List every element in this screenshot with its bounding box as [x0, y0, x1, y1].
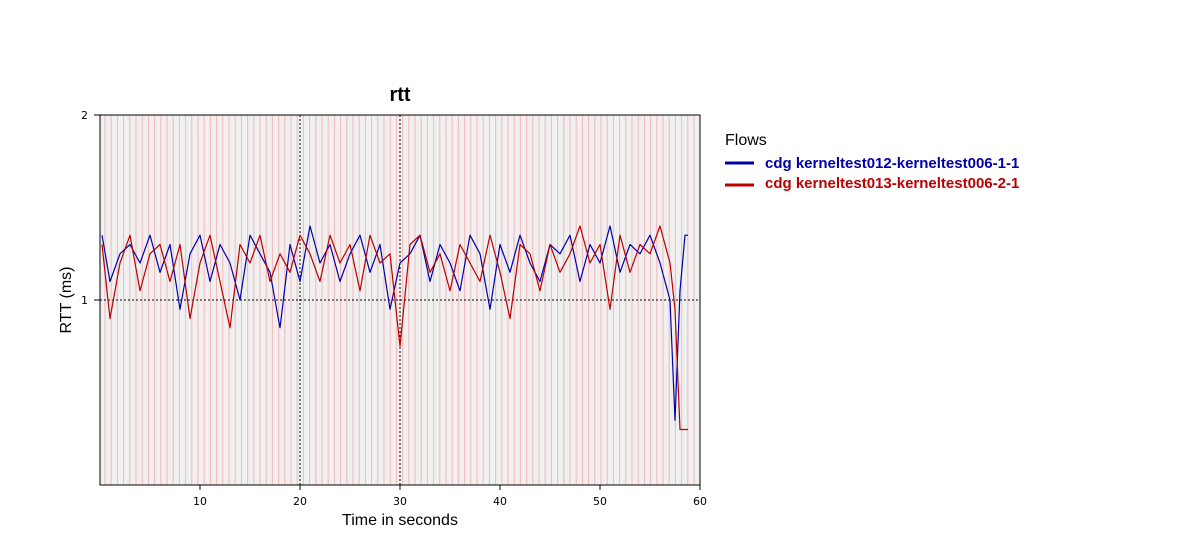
event-stripes — [104, 115, 695, 485]
y-tick-label: 1 — [81, 294, 88, 307]
series-lines — [101, 225, 688, 431]
x-tick-label: 30 — [393, 495, 407, 508]
series-line-flow-1 — [101, 225, 688, 421]
x-tick-label: 40 — [493, 495, 507, 508]
axes: 10 20 30 40 50 60 1 2 — [81, 109, 707, 508]
series-line-flow-2 — [101, 225, 688, 431]
grid-lines — [100, 115, 700, 485]
legend-title: Flows — [725, 132, 767, 149]
x-tick-label: 50 — [593, 495, 607, 508]
x-tick-label: 60 — [693, 495, 707, 508]
y-tick-label: 2 — [81, 109, 88, 122]
y-axis-label: RTT (ms) — [58, 267, 75, 334]
x-tick-label: 10 — [193, 495, 207, 508]
x-tick-label: 20 — [293, 495, 307, 508]
chart-title: rtt — [389, 84, 410, 106]
x-axis-label: Time in seconds — [342, 512, 458, 529]
legend: Flows cdg kerneltest012-kerneltest006-1-… — [725, 132, 1019, 192]
legend-label-flow-2: cdg kerneltest013-kerneltest006-2-1 — [765, 175, 1019, 192]
legend-label-flow-1: cdg kerneltest012-kerneltest006-1-1 — [765, 155, 1019, 172]
